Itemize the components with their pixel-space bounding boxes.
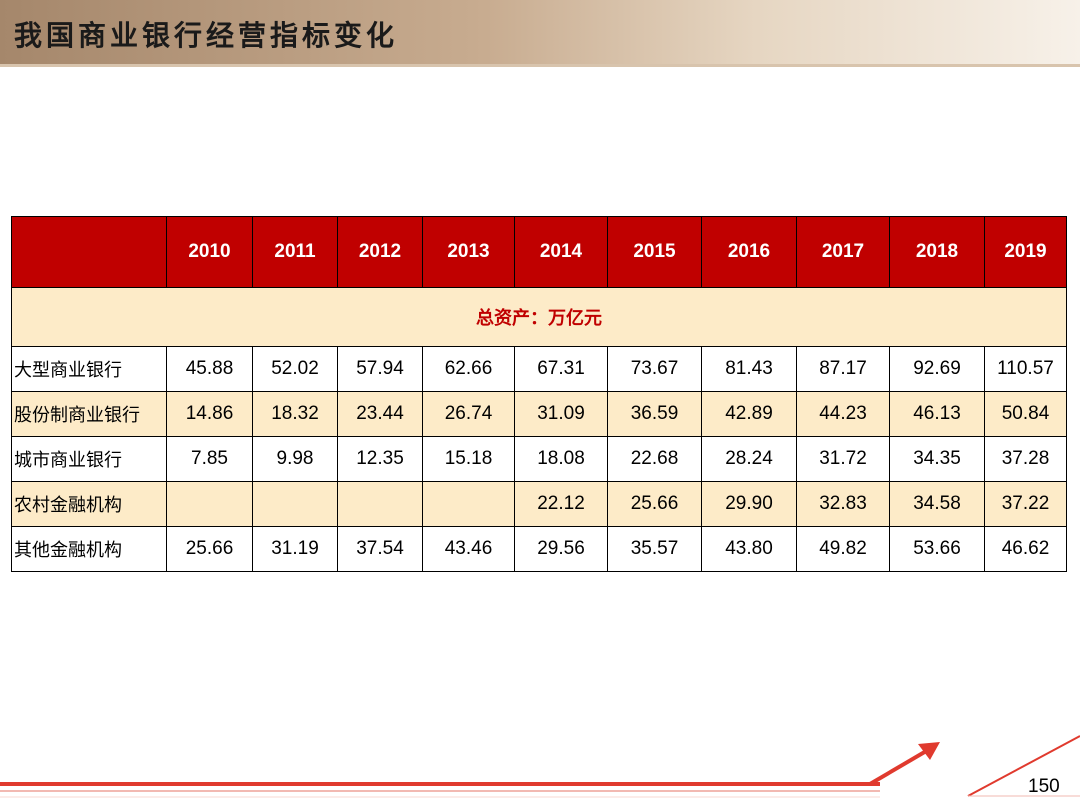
table-cell: 23.44 bbox=[337, 391, 423, 437]
table-cell: 73.67 bbox=[607, 346, 702, 392]
table-cell: 12.35 bbox=[337, 436, 423, 482]
table-cell: 46.62 bbox=[984, 526, 1067, 572]
table-cell: 22.68 bbox=[607, 436, 702, 482]
table-cell: 14.86 bbox=[166, 391, 253, 437]
table-cell: 57.94 bbox=[337, 346, 423, 392]
table-row: 城市商业银行 7.85 9.98 12.35 15.18 18.08 22.68 28.24 3… bbox=[11, 436, 1067, 482]
table-cell: 28.24 bbox=[701, 436, 797, 482]
table-row: 大型商业银行 45.88 52.02 57.94 62.66 67.31 73.67 81.4… bbox=[11, 346, 1067, 392]
row-label: 股份制商业银行 bbox=[11, 391, 167, 437]
table-cell: 49.82 bbox=[796, 526, 890, 572]
header-cell-corner bbox=[11, 216, 167, 288]
table-cell bbox=[337, 481, 423, 527]
table-cell: 62.66 bbox=[422, 346, 515, 392]
table-cell: 32.83 bbox=[796, 481, 890, 527]
table-cell: 92.69 bbox=[889, 346, 985, 392]
header-cell-year: 2016 bbox=[701, 216, 797, 288]
table-row: 股份制商业银行 14.86 18.32 23.44 26.74 31.09 36.59 42.… bbox=[11, 391, 1067, 437]
table-cell: 9.98 bbox=[252, 436, 338, 482]
table-cell: 50.84 bbox=[984, 391, 1067, 437]
slide-title: 我国商业银行经营指标变化 bbox=[14, 19, 399, 52]
table-cell: 44.23 bbox=[796, 391, 890, 437]
table-cell bbox=[252, 481, 338, 527]
table-cell: 31.72 bbox=[796, 436, 890, 482]
section-label: 总资产：万亿元 bbox=[11, 287, 1067, 347]
header-cell-year: 2012 bbox=[337, 216, 423, 288]
table-cell: 34.58 bbox=[889, 481, 985, 527]
table-cell: 81.43 bbox=[701, 346, 797, 392]
table-cell: 31.09 bbox=[514, 391, 608, 437]
table-cell bbox=[166, 481, 253, 527]
row-label: 农村金融机构 bbox=[11, 481, 167, 527]
table-cell: 43.46 bbox=[422, 526, 515, 572]
header-cell-year: 2019 bbox=[984, 216, 1067, 288]
header-cell-year: 2015 bbox=[607, 216, 702, 288]
table-cell: 43.80 bbox=[701, 526, 797, 572]
table-row: 农村金融机构 22.12 25.66 29.90 32.83 34.58 37.22 bbox=[11, 481, 1067, 527]
table-header-row: 2010 2011 2012 2013 2014 2015 2016 2017 … bbox=[11, 216, 1067, 288]
table-cell: 37.22 bbox=[984, 481, 1067, 527]
header-cell-year: 2013 bbox=[422, 216, 515, 288]
table-cell: 37.28 bbox=[984, 436, 1067, 482]
table-cell: 22.12 bbox=[514, 481, 608, 527]
table-cell: 18.08 bbox=[514, 436, 608, 482]
table-cell bbox=[422, 481, 515, 527]
table-cell: 7.85 bbox=[166, 436, 253, 482]
table-cell: 37.54 bbox=[337, 526, 423, 572]
table-cell: 35.57 bbox=[607, 526, 702, 572]
title-underline bbox=[0, 64, 1080, 67]
table-cell: 29.56 bbox=[514, 526, 608, 572]
table-cell: 25.66 bbox=[166, 526, 253, 572]
header-cell-year: 2010 bbox=[166, 216, 253, 288]
table-cell: 34.35 bbox=[889, 436, 985, 482]
table-cell: 42.89 bbox=[701, 391, 797, 437]
bank-assets-table: 2010 2011 2012 2013 2014 2015 2016 2017 … bbox=[11, 216, 1067, 572]
table-cell: 18.32 bbox=[252, 391, 338, 437]
table-cell: 26.74 bbox=[422, 391, 515, 437]
header-cell-year: 2018 bbox=[889, 216, 985, 288]
table-cell: 45.88 bbox=[166, 346, 253, 392]
header-cell-year: 2017 bbox=[796, 216, 890, 288]
table-row: 其他金融机构 25.66 31.19 37.54 43.46 29.56 35.57 43.8… bbox=[11, 526, 1067, 572]
table-cell: 53.66 bbox=[889, 526, 985, 572]
table-body: 大型商业银行 45.88 52.02 57.94 62.66 67.31 73.67 81.4… bbox=[11, 346, 1067, 572]
table-cell: 36.59 bbox=[607, 391, 702, 437]
table-cell: 29.90 bbox=[701, 481, 797, 527]
table-cell: 52.02 bbox=[252, 346, 338, 392]
red-arrow-swoosh-icon bbox=[0, 735, 1080, 798]
table-cell: 25.66 bbox=[607, 481, 702, 527]
table-cell: 46.13 bbox=[889, 391, 985, 437]
table-cell: 110.57 bbox=[984, 346, 1067, 392]
table-cell: 31.19 bbox=[252, 526, 338, 572]
table-cell: 15.18 bbox=[422, 436, 515, 482]
row-label: 城市商业银行 bbox=[11, 436, 167, 482]
header-cell-year: 2014 bbox=[514, 216, 608, 288]
title-bar: 我国商业银行经营指标变化 bbox=[0, 0, 1080, 67]
page-number: 150 bbox=[1028, 776, 1060, 797]
table-cell: 87.17 bbox=[796, 346, 890, 392]
header-cell-year: 2011 bbox=[252, 216, 338, 288]
row-label: 大型商业银行 bbox=[11, 346, 167, 392]
section-row: 总资产：万亿元 bbox=[11, 287, 1067, 347]
row-label: 其他金融机构 bbox=[11, 526, 167, 572]
table-cell: 67.31 bbox=[514, 346, 608, 392]
